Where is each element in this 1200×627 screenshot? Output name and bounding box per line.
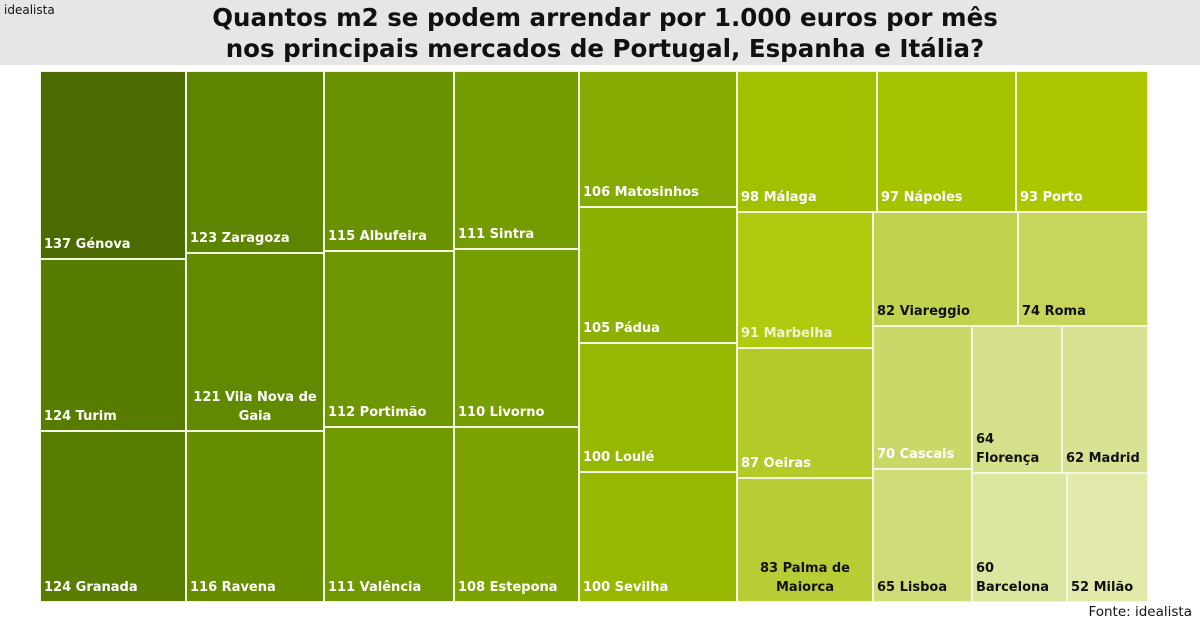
treemap-cell: 116 Ravena — [186, 431, 324, 602]
cell-label: 115 Albufeira — [328, 229, 427, 244]
brand-logo: idealista — [4, 3, 55, 17]
treemap-cell: 62 Madrid — [1062, 326, 1148, 473]
treemap-cell: 100 Loulé — [579, 343, 737, 472]
chart-title: Quantos m2 se podem arrendar por 1.000 e… — [0, 2, 1200, 64]
header-band: idealista Quantos m2 se podem arrendar p… — [0, 0, 1200, 65]
cell-label: 116 Ravena — [190, 580, 276, 595]
cell-label: 65 Lisboa — [877, 580, 948, 595]
title-line-2: nos principais mercados de Portugal, Esp… — [225, 34, 985, 63]
cell-label: 124 Granada — [44, 580, 138, 595]
cell-label: 124 Turim — [44, 409, 117, 424]
cell-label: 52 Milão — [1071, 580, 1134, 595]
treemap-cell: 60 Barcelona — [972, 473, 1067, 602]
treemap-cell: 137 Génova — [40, 71, 186, 259]
treemap-cell: 111 Valência — [324, 427, 454, 602]
cell-label: 97 Nápoles — [881, 190, 963, 205]
cell-label: 111 Sintra — [458, 227, 535, 242]
treemap-cell: 100 Sevilha — [579, 472, 737, 602]
cell-label: 100 Loulé — [583, 450, 655, 465]
treemap-cell: 97 Nápoles — [877, 71, 1016, 212]
treemap-cell: 124 Granada — [40, 431, 186, 602]
cell-label: 137 Génova — [44, 237, 131, 252]
cell-label: 62 Madrid — [1066, 451, 1140, 466]
treemap-cell: 74 Roma — [1018, 212, 1148, 326]
cell-label: 112 Portimão — [328, 405, 427, 420]
treemap-cell: 64 Florença — [972, 326, 1062, 473]
treemap-cell: 110 Livorno — [454, 249, 579, 427]
cell-label: 91 Marbelha — [741, 326, 833, 341]
treemap-cell: 123 Zaragoza — [186, 71, 324, 253]
treemap-cell: 121 Vila Nova de Gaia — [186, 253, 324, 431]
cell-label: 106 Matosinhos — [583, 185, 699, 200]
treemap-cell: 83 Palma de Maiorca — [737, 478, 873, 602]
cell-label: 121 Vila Nova de Gaia — [193, 390, 317, 424]
source-note: Fonte: idealista — [1088, 604, 1192, 620]
treemap-cell: 111 Sintra — [454, 71, 579, 249]
cell-label: 83 Palma de Maiorca — [760, 561, 850, 595]
cell-label: 87 Oeiras — [741, 456, 811, 471]
treemap-cell: 105 Pádua — [579, 207, 737, 343]
treemap-cell: 82 Viareggio — [873, 212, 1018, 326]
cell-label: 82 Viareggio — [877, 304, 970, 319]
treemap-cell: 70 Cascais — [873, 326, 972, 469]
cell-label: 70 Cascais — [877, 447, 955, 462]
treemap-cell: 106 Matosinhos — [579, 71, 737, 207]
treemap-cell: 108 Estepona — [454, 427, 579, 602]
treemap-cell: 93 Porto — [1016, 71, 1148, 212]
cell-label: 100 Sevilha — [583, 580, 669, 595]
treemap-cell: 112 Portimão — [324, 251, 454, 427]
cell-label: 74 Roma — [1022, 304, 1086, 319]
cell-label: 111 Valência — [328, 580, 422, 595]
cell-label: 98 Málaga — [741, 190, 817, 205]
cell-label: 64 Florença — [976, 432, 1040, 466]
treemap-cell: 98 Málaga — [737, 71, 877, 212]
cell-label: 105 Pádua — [583, 321, 660, 336]
treemap-cell: 52 Milão — [1067, 473, 1148, 602]
treemap-cell: 115 Albufeira — [324, 71, 454, 251]
treemap-cell: 65 Lisboa — [873, 469, 972, 602]
cell-label: 123 Zaragoza — [190, 231, 290, 246]
treemap-cell: 124 Turim — [40, 259, 186, 431]
cell-label: 110 Livorno — [458, 405, 545, 420]
cell-label: 93 Porto — [1020, 190, 1083, 205]
cell-label: 108 Estepona — [458, 580, 558, 595]
cell-label: 60 Barcelona — [976, 561, 1050, 595]
treemap-cell: 87 Oeiras — [737, 348, 873, 478]
treemap-cell: 91 Marbelha — [737, 212, 873, 348]
title-line-1: Quantos m2 se podem arrendar por 1.000 e… — [212, 3, 998, 32]
